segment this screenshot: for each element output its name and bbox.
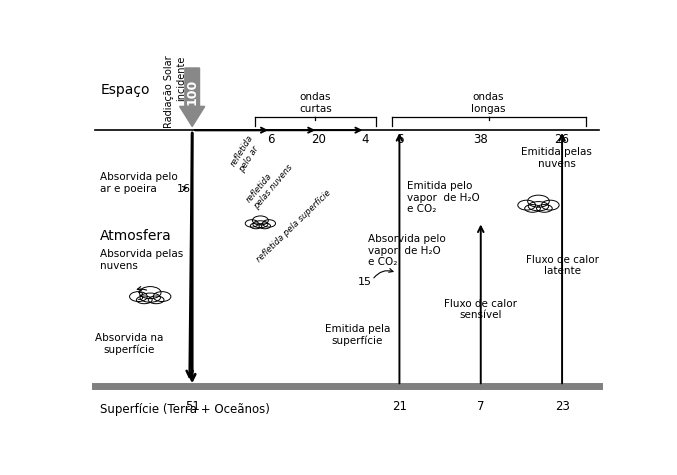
- Ellipse shape: [525, 205, 540, 212]
- Ellipse shape: [528, 201, 548, 211]
- Ellipse shape: [129, 292, 148, 302]
- Ellipse shape: [536, 205, 552, 212]
- Text: ondas
longas: ondas longas: [471, 92, 506, 114]
- Text: Fluxo de calor
sensível: Fluxo de calor sensível: [444, 299, 517, 320]
- Ellipse shape: [139, 286, 161, 299]
- Ellipse shape: [542, 200, 559, 210]
- Ellipse shape: [263, 220, 276, 227]
- Text: Absorvida pelo
vapor  de H₂O
e CO₂: Absorvida pelo vapor de H₂O e CO₂: [368, 234, 445, 267]
- Text: Espaço: Espaço: [100, 83, 150, 97]
- Ellipse shape: [148, 296, 164, 304]
- Text: Emitida pela
superfície: Emitida pela superfície: [325, 324, 390, 346]
- Ellipse shape: [259, 223, 271, 229]
- Text: ondas
curtas: ondas curtas: [299, 92, 332, 114]
- Text: 21: 21: [392, 400, 407, 413]
- Text: 4: 4: [362, 133, 369, 146]
- Ellipse shape: [253, 221, 268, 228]
- Ellipse shape: [250, 223, 262, 229]
- Text: 7: 7: [477, 400, 485, 413]
- Text: 15: 15: [358, 277, 372, 287]
- Text: 38: 38: [473, 133, 488, 146]
- Text: Absorvida pelo
ar e poeira: Absorvida pelo ar e poeira: [100, 172, 178, 194]
- Text: 23: 23: [554, 400, 569, 413]
- Ellipse shape: [518, 200, 536, 210]
- Text: refletida pela superfície: refletida pela superfície: [255, 188, 333, 264]
- Text: Fluxo de calor
latente: Fluxo de calor latente: [525, 255, 598, 276]
- Text: refletida
pelo ar: refletida pelo ar: [229, 134, 264, 174]
- Text: 3: 3: [136, 292, 144, 302]
- Ellipse shape: [140, 293, 160, 302]
- Text: 6: 6: [395, 133, 403, 146]
- Text: 100: 100: [185, 79, 198, 105]
- Text: Absorvida na
superfície: Absorvida na superfície: [95, 333, 163, 355]
- Ellipse shape: [253, 216, 268, 225]
- Ellipse shape: [245, 220, 258, 227]
- Ellipse shape: [153, 292, 171, 302]
- Text: 16: 16: [177, 184, 190, 194]
- Ellipse shape: [137, 296, 152, 304]
- Text: Radiação Solar
incidente: Radiação Solar incidente: [165, 56, 186, 128]
- Text: 26: 26: [554, 133, 569, 146]
- Text: 6: 6: [267, 133, 275, 146]
- Text: Absorvida pelas
nuvens: Absorvida pelas nuvens: [100, 249, 183, 271]
- Text: Superfície (Terra + Oceãnos): Superfície (Terra + Oceãnos): [100, 403, 270, 417]
- Text: 20: 20: [311, 133, 326, 146]
- Text: 51: 51: [185, 400, 200, 413]
- Text: Emitida pelo
vapor  de H₂O
e CO₂: Emitida pelo vapor de H₂O e CO₂: [408, 181, 480, 214]
- FancyArrow shape: [179, 68, 204, 126]
- Text: refletida
pelas nuvens: refletida pelas nuvens: [244, 156, 295, 210]
- Text: Emitida pelas
nuvens: Emitida pelas nuvens: [521, 147, 592, 169]
- Text: Atmosfera: Atmosfera: [100, 229, 172, 243]
- Ellipse shape: [527, 195, 549, 207]
